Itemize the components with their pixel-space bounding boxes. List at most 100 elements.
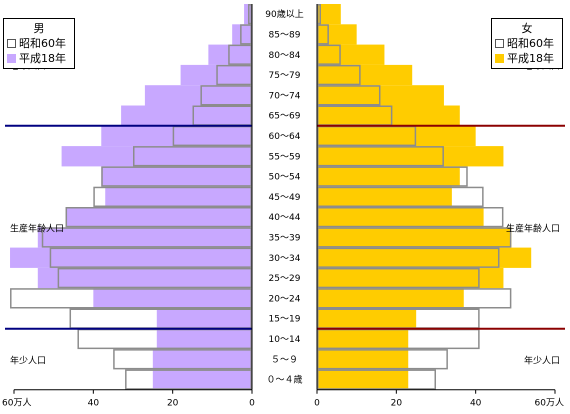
female-2006-bar xyxy=(317,166,460,187)
female-2006-bar xyxy=(317,44,385,65)
male-legend-item-1985: 昭和60年 xyxy=(7,36,71,51)
male-legend-label-1985: 昭和60年 xyxy=(19,37,66,50)
male-1985-bar xyxy=(125,369,252,390)
female-2006-bar xyxy=(317,349,409,370)
male-legend: 男 昭和60年 平成18年 xyxy=(3,18,75,69)
age-label: 55～59 xyxy=(269,152,301,162)
female-2006-bar xyxy=(317,146,504,167)
age-label: 80～84 xyxy=(269,51,301,61)
female-2006-bar xyxy=(317,207,484,228)
female-legend: 女 昭和60年 平成18年 xyxy=(491,18,563,69)
female-1985-bar xyxy=(317,369,436,390)
female-1985-bar xyxy=(317,186,484,207)
female-x-max-label: 60万人 xyxy=(535,398,564,409)
male-2006-bar xyxy=(144,85,252,106)
male-2006-bar xyxy=(244,4,252,25)
female-1985-bar xyxy=(317,267,480,289)
female-2006-bar xyxy=(317,267,504,289)
male-legend-label-2006: 平成18年 xyxy=(19,52,66,65)
male-filled-bars xyxy=(10,4,253,390)
age-label: 60～64 xyxy=(269,132,301,142)
female-1985-bar xyxy=(317,247,500,268)
female-2006-bar xyxy=(317,186,452,207)
age-label: 35～39 xyxy=(269,233,301,243)
female-2006-bar xyxy=(317,24,357,45)
male-1985-bar xyxy=(200,85,252,106)
female-1985-bar xyxy=(317,64,361,86)
male-1985-bar xyxy=(57,267,253,289)
age-label: 45～49 xyxy=(269,193,301,203)
female-2006-bar xyxy=(317,64,413,86)
female-2006-bar xyxy=(317,288,464,309)
male-1985-bar xyxy=(65,207,252,228)
male-2006-bar xyxy=(180,64,252,86)
male-filled-swatch xyxy=(7,54,16,63)
male-2006-bar xyxy=(208,44,252,65)
male-2006-bar xyxy=(101,125,253,147)
male-1985-bar xyxy=(248,4,253,25)
female-2006-bar xyxy=(317,369,409,390)
female-1985-bar xyxy=(317,85,381,106)
female-2006-bar xyxy=(317,328,409,350)
male-2006-bar xyxy=(105,186,252,207)
age-label: 50～54 xyxy=(269,173,301,183)
female-1985-bar xyxy=(317,349,448,370)
male-legend-title: 男 xyxy=(33,22,45,35)
female-x-tick-label: 40 xyxy=(470,399,482,409)
female-legend-item-1985: 昭和60年 xyxy=(495,36,559,51)
age-label: 25～29 xyxy=(269,274,301,284)
female-1985-bar xyxy=(317,288,512,309)
female-2006-bar xyxy=(317,308,417,329)
male-2006-bar xyxy=(232,24,252,45)
male-2006-bar xyxy=(152,349,252,370)
male-1985-bar xyxy=(113,349,252,370)
age-label: 70～74 xyxy=(269,91,301,101)
outline-swatch xyxy=(7,39,16,48)
female-1985-bar xyxy=(317,166,468,187)
male-x-tick-label: 40 xyxy=(88,399,100,409)
male-2006-bar xyxy=(152,369,252,390)
male-2006-bar xyxy=(93,288,252,309)
male-1985-bar xyxy=(10,288,252,309)
male-group-label: 年少人口 xyxy=(10,354,46,366)
male-x-tick-label: 20 xyxy=(167,399,179,409)
male-2006-bar xyxy=(65,207,252,228)
male-2006-bar xyxy=(156,328,252,350)
female-2006-bar xyxy=(317,125,476,147)
female-group-label: 生産年齢人口 xyxy=(506,222,560,234)
age-label: 10～14 xyxy=(269,335,301,345)
age-label: ０～４歳 xyxy=(266,374,302,386)
male-1985-bar xyxy=(240,24,253,45)
age-labels: 90歳以上 85～89 80～84 75～79 70～74 65～69 60～64 55～59… xyxy=(265,8,303,385)
female-2006-bar xyxy=(317,247,532,268)
age-label: ５～９ xyxy=(271,355,298,365)
male-2006-bar xyxy=(61,146,252,167)
female-1985-bar xyxy=(317,24,329,45)
female-2006-bar xyxy=(317,105,460,126)
age-label: 65～69 xyxy=(269,112,301,122)
age-label: 85～89 xyxy=(269,30,301,40)
female-x-tick-label: 20 xyxy=(391,399,403,409)
female-legend-label-1985: 昭和60年 xyxy=(507,37,554,50)
male-2006-bar xyxy=(156,308,252,329)
female-2006-bar xyxy=(317,4,341,25)
age-label: 40～44 xyxy=(269,213,301,223)
male-1985-bar xyxy=(228,44,252,65)
female-legend-label-2006: 平成18年 xyxy=(507,52,554,65)
male-1985-bar xyxy=(93,186,253,207)
female-legend-item-2006: 平成18年 xyxy=(495,51,559,66)
male-2006-bar xyxy=(37,227,252,248)
female-2006-bar xyxy=(317,85,444,106)
female-filled-bars xyxy=(317,4,532,390)
female-1985-bar xyxy=(317,207,504,228)
outline-swatch xyxy=(495,39,504,48)
female-2006-bar xyxy=(317,227,512,248)
female-legend-title: 女 xyxy=(521,22,533,35)
age-label: 30～34 xyxy=(269,254,301,264)
male-2006-bar xyxy=(121,105,252,126)
female-x-tick-label: 0 xyxy=(314,399,320,409)
male-1985-bar xyxy=(216,64,253,86)
male-1985-bar xyxy=(49,247,253,268)
female-1985-bar xyxy=(317,44,341,65)
